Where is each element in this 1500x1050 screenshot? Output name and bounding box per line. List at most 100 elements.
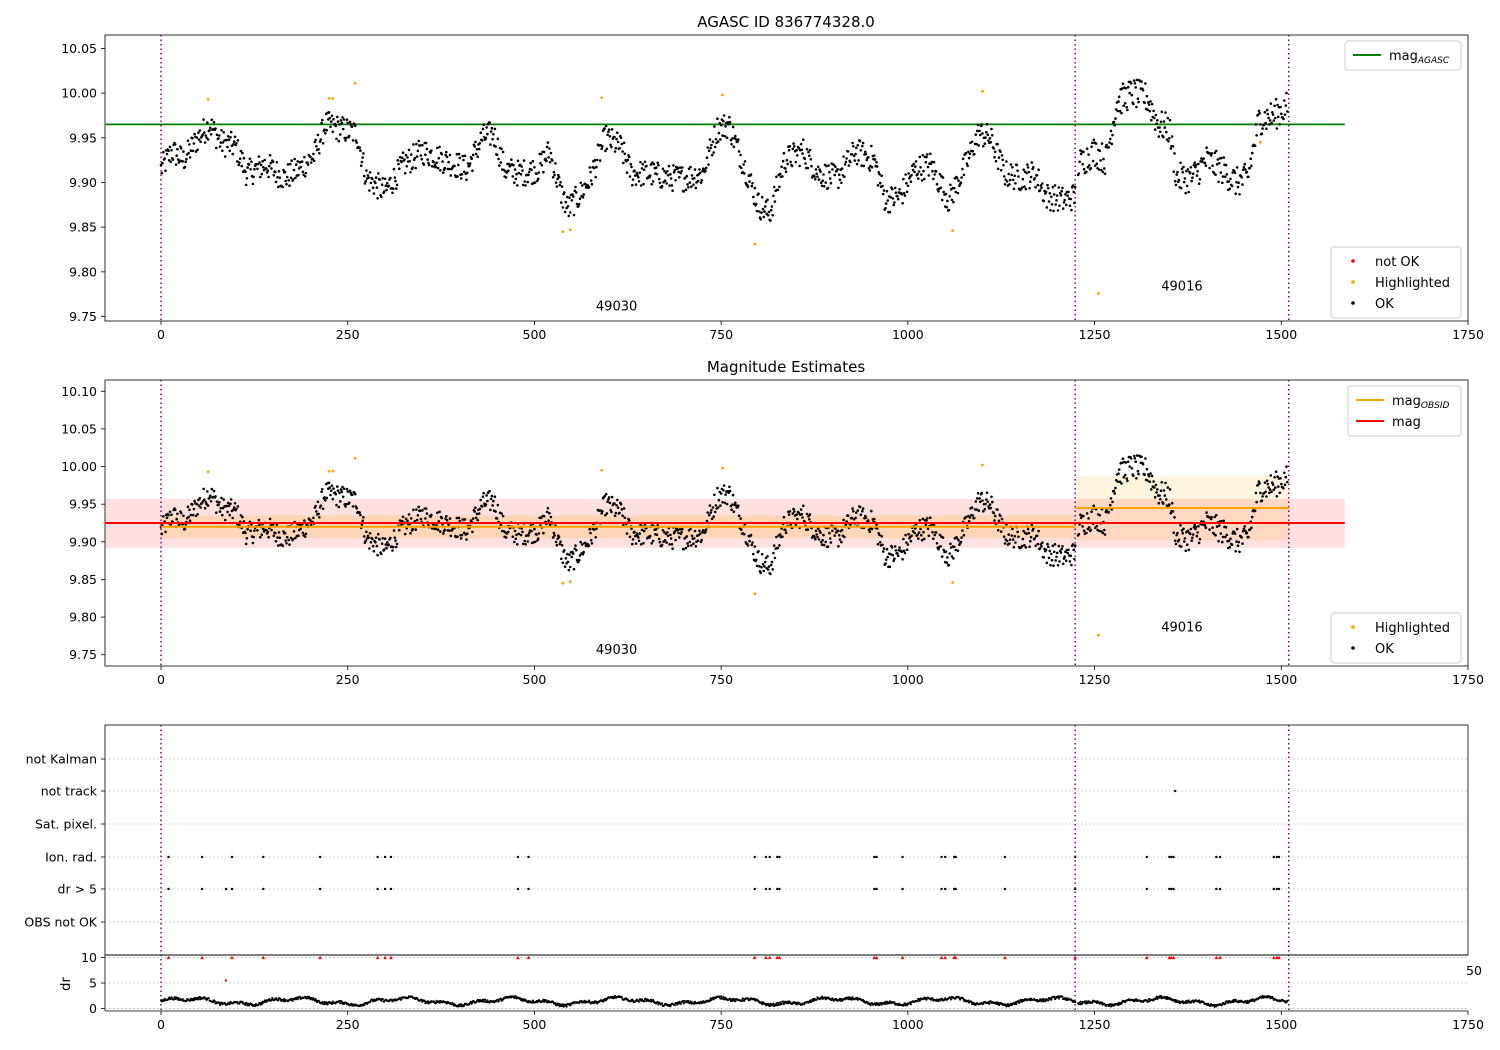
ok-point [1197,162,1200,166]
ok-point [693,176,696,180]
ok-point [870,144,873,148]
ok-point [226,501,230,505]
ok-point [1265,108,1269,112]
ok-point [937,190,940,193]
ok-point [1186,529,1190,533]
ok-point [241,515,244,519]
ok-point [277,185,280,189]
ok-point [355,141,359,144]
ok-point [542,531,545,535]
ok-point [795,148,798,152]
ok-point [1061,207,1065,210]
ok-point [855,162,859,166]
ok-point [819,181,823,184]
ok-point [952,200,955,204]
ok-point [1271,111,1274,114]
ok-point [559,181,562,184]
ok-point [912,162,916,166]
ok-point [1190,539,1193,542]
ok-point [551,159,554,162]
dr-point [893,1001,896,1004]
ok-point [510,158,513,161]
ok-point [218,510,222,513]
ok-point [737,504,740,508]
ok-point [1132,102,1135,106]
ok-point [594,175,597,179]
ok-point [941,536,945,539]
ok-point [544,157,547,161]
ok-point [411,527,415,531]
ok-point [867,519,870,522]
ok-point [1013,174,1016,178]
ok-point [955,537,959,540]
ok-point [485,494,488,497]
ok-point [268,517,272,521]
ok-point [974,500,978,503]
ok-point [195,502,199,506]
ok-point [1184,549,1187,553]
ok-point [369,540,373,544]
ok-point [400,156,404,160]
ok-point [289,536,293,540]
ok-point [536,179,539,183]
ok-point [905,541,908,544]
ok-point [182,514,185,518]
ok-point [1086,165,1090,169]
ok-point [1265,495,1268,498]
ok-point [988,503,992,506]
ok-point [1222,156,1226,159]
ok-point [1089,528,1093,532]
ok-point [665,182,668,185]
ok-point [940,198,944,202]
ok-point [694,545,698,548]
ok-point [637,180,641,183]
ok-point [893,557,896,560]
ok-point [1117,95,1121,98]
ok-point [896,197,900,201]
ok-point [988,137,992,140]
ok-point [917,170,921,173]
ok-point [698,168,701,171]
ok-point [698,529,701,533]
ok-point [424,153,427,156]
ok-point [238,523,241,527]
ok-point [201,133,205,136]
dr-clipped-marker [516,955,520,960]
ok-point [442,532,445,535]
ok-point [339,133,342,136]
highlighted-point [353,81,357,85]
dr-clipped-marker [166,955,171,960]
flag-point [167,855,170,859]
ok-point [1224,175,1227,178]
ok-point [752,552,755,556]
ok-point [491,137,494,141]
ok-point [198,129,202,132]
ok-point [383,190,386,193]
ok-point [1147,101,1150,104]
ok-point [771,568,774,571]
ok-point [1255,500,1258,504]
ok-point [710,143,713,147]
ok-point [939,545,942,548]
ok-point [609,143,612,147]
ok-point [721,501,724,504]
ok-point [297,173,300,177]
legend-label-text: Highlighted [1375,621,1450,636]
ok-point [723,135,727,138]
ok-point [223,155,227,158]
ok-point [425,147,429,151]
ok-point [1266,112,1270,116]
ok-point [411,166,415,169]
ok-point [500,147,503,151]
ok-point [338,123,341,126]
ok-point [894,549,898,552]
ok-point [427,161,430,165]
ok-point [1114,117,1117,120]
flag-point [230,887,234,891]
ok-point [1264,121,1267,125]
ok-point [607,496,611,499]
ok-point [311,157,314,161]
ok-point [371,537,374,541]
ok-point [775,535,778,539]
x-tick-label: 0 [157,1017,165,1032]
